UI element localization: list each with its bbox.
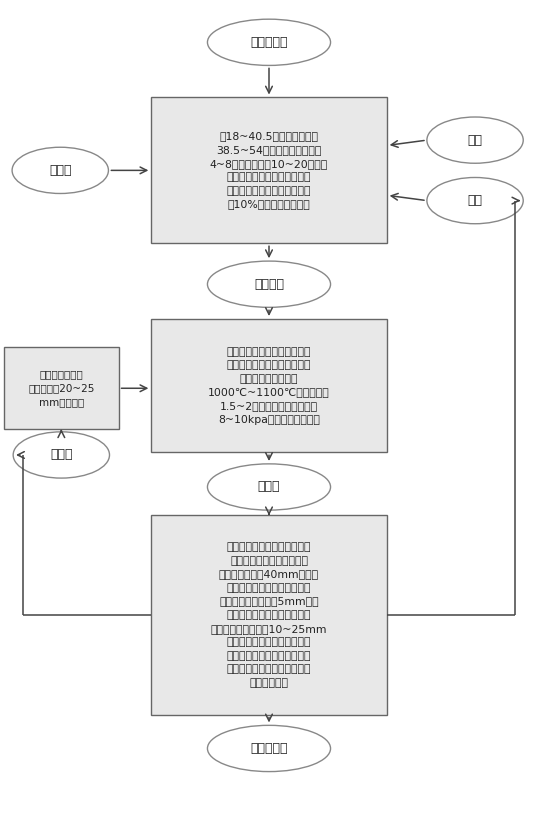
Text: 红土矿: 红土矿 bbox=[49, 164, 72, 177]
Ellipse shape bbox=[208, 725, 330, 772]
Text: 将前一步得到的烧结矿进行热
碎处理，使得破碎后烧结矿
粒径小于或等于40mm；然后
冷却至室温，再利用振动筛进
行筛分，将粒径小于5mm的烧
结矿作为此后铬铁矿: 将前一步得到的烧结矿进行热 碎处理，使得破碎后烧结矿 粒径小于或等于40mm；然… bbox=[211, 542, 327, 688]
Text: 烧结矿产品: 烧结矿产品 bbox=[250, 742, 288, 755]
Bar bbox=[151, 319, 387, 452]
Bar bbox=[4, 347, 118, 429]
Text: 焦粉: 焦粉 bbox=[468, 134, 483, 147]
Ellipse shape bbox=[427, 117, 523, 163]
Ellipse shape bbox=[208, 261, 330, 307]
Text: 混合料球: 混合料球 bbox=[254, 277, 284, 291]
Ellipse shape bbox=[427, 177, 523, 224]
Ellipse shape bbox=[208, 464, 330, 510]
Text: 铺底料: 铺底料 bbox=[50, 448, 73, 461]
Text: 在烧结机台车上
铺设厚度为20~25
mm的铺底料: 在烧结机台车上 铺设厚度为20~25 mm的铺底料 bbox=[28, 369, 95, 407]
Bar bbox=[151, 98, 387, 243]
Bar bbox=[151, 516, 387, 714]
Text: 将18~40.5重量份红土矿、
38.5~54重量份铬铁矿粉矿、
4~8重量份焦粉和10~20重量份
返矿组成的混合料加入圆筒混
合机，再按所述混合料总重量
的: 将18~40.5重量份红土矿、 38.5~54重量份铬铁矿粉矿、 4~8重量份焦… bbox=[210, 131, 328, 209]
Text: 烧结矿: 烧结矿 bbox=[258, 480, 280, 493]
Text: 铬铁矿粉矿: 铬铁矿粉矿 bbox=[250, 36, 288, 48]
Ellipse shape bbox=[208, 19, 330, 66]
Text: 采用布料器将所述混合料球均
匀布设在烧结机台车上的铺底
料上，在点火温度为
1000℃~1100℃、点火时间
1.5~2分钟、抽风压强为负压
8~10kpa的条: 采用布料器将所述混合料球均 匀布设在烧结机台车上的铺底 料上，在点火温度为 10… bbox=[208, 346, 330, 424]
Ellipse shape bbox=[12, 147, 109, 194]
Text: 返矿: 返矿 bbox=[468, 194, 483, 207]
Ellipse shape bbox=[13, 432, 110, 478]
